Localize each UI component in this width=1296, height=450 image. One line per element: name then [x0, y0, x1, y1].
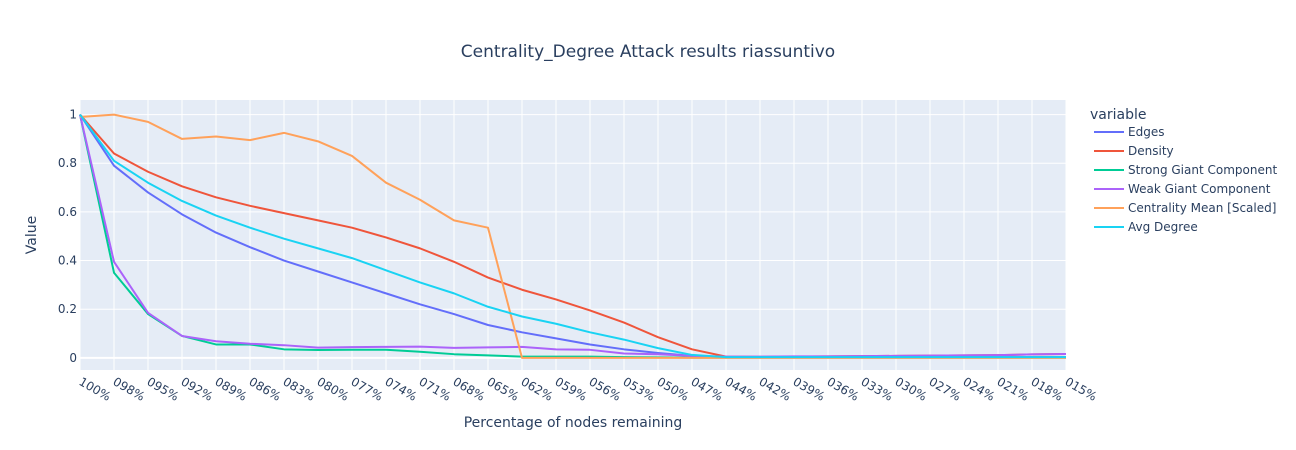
series-lines — [79, 113, 1067, 359]
legend-label: Strong Giant Component — [1128, 163, 1277, 177]
legend-label: Avg Degree — [1128, 220, 1198, 234]
y-axis-ticks: 0 0.2 0.4 0.6 0.8 1 — [58, 108, 77, 365]
legend-items[interactable]: Edges Density Strong Giant Component Weak G… — [1094, 125, 1277, 234]
legend-label: Weak Giant Component — [1128, 182, 1271, 196]
plot-area-background — [80, 100, 1066, 370]
y-tick-label: 0.4 — [58, 254, 77, 268]
y-axis-title: Value — [24, 216, 40, 254]
legend-item-weak-giant-component[interactable]: Weak Giant Component — [1094, 182, 1271, 196]
y-tick-label: 0.8 — [58, 156, 77, 170]
x-axis-title: Percentage of nodes remaining — [464, 415, 683, 431]
y-tick-label: 0 — [69, 351, 77, 365]
legend-label: Centrality Mean [Scaled] — [1128, 201, 1276, 215]
legend-item-strong-giant-component[interactable]: Strong Giant Component — [1094, 163, 1277, 177]
y-tick-label: 0.6 — [58, 205, 77, 219]
series-line-avg-degree[interactable] — [79, 113, 1066, 359]
series-line-weak-giant-component[interactable] — [79, 114, 1067, 358]
legend-item-centrality-mean-scaled[interactable]: Centrality Mean [Scaled] — [1094, 201, 1276, 215]
legend-title: variable — [1090, 107, 1146, 123]
y-tick-label: 0.2 — [58, 302, 77, 316]
legend-item-avg-degree[interactable]: Avg Degree — [1094, 220, 1198, 234]
y-tick-label: 1 — [69, 108, 77, 122]
legend-label: Edges — [1128, 125, 1164, 139]
chart-title: Centrality_Degree Attack results riassun… — [461, 42, 835, 62]
legend[interactable]: variable Edges Density Strong Giant Compon… — [1090, 107, 1277, 234]
legend-item-density[interactable]: Density — [1094, 144, 1174, 158]
legend-item-edges[interactable]: Edges — [1094, 125, 1164, 139]
legend-label: Density — [1128, 144, 1174, 158]
